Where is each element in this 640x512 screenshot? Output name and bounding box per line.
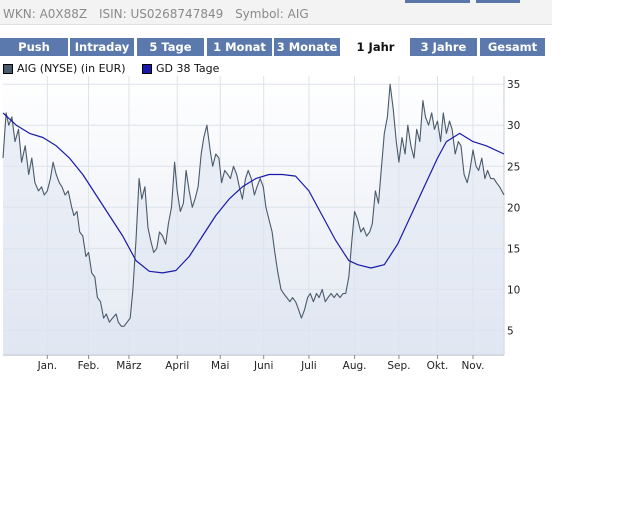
legend-swatch-aig bbox=[3, 63, 13, 74]
x-tick-label: März bbox=[116, 360, 142, 372]
x-tick-label: Okt. bbox=[427, 360, 449, 372]
y-tick-label: 5 bbox=[507, 325, 514, 337]
y-tick-label: 10 bbox=[507, 284, 520, 296]
x-tick-label: Juni bbox=[253, 360, 273, 372]
security-identifiers: WKN: A0X88Z ISIN: US0268747849 Symbol: A… bbox=[3, 7, 317, 21]
legend-label-aig: AIG (NYSE) (in EUR) bbox=[17, 62, 126, 75]
tab-gesamt[interactable]: Gesamt bbox=[480, 38, 545, 56]
legend-swatch-gd38 bbox=[142, 63, 152, 74]
x-tick-label: Feb. bbox=[78, 360, 100, 372]
x-tick-label: Aug. bbox=[343, 360, 367, 372]
partial-button[interactable] bbox=[476, 0, 520, 3]
tab-3-monate[interactable]: 3 Monate bbox=[274, 38, 340, 56]
y-tick-label: 35 bbox=[507, 79, 520, 91]
partial-button[interactable] bbox=[405, 0, 470, 3]
info-bar: WKN: A0X88Z ISIN: US0268747849 Symbol: A… bbox=[0, 0, 552, 25]
x-tick-label: Juli bbox=[300, 360, 317, 372]
x-tick-label: Nov. bbox=[461, 360, 484, 372]
x-tick-label: Sep. bbox=[387, 360, 410, 372]
symbol-label: Symbol: AIG bbox=[235, 7, 309, 21]
legend-item-gd38: GD 38 Tage bbox=[142, 62, 219, 75]
price-line bbox=[2, 83, 505, 327]
tab-3-jahre[interactable]: 3 Jahre bbox=[410, 38, 477, 56]
tab-push[interactable]: Push bbox=[0, 38, 68, 56]
legend-label-gd38: GD 38 Tage bbox=[156, 62, 220, 75]
tab-1-monat[interactable]: 1 Monat bbox=[207, 38, 272, 56]
moving-average-line bbox=[2, 112, 505, 274]
isin-label: ISIN: US0268747849 bbox=[98, 7, 224, 21]
y-tick-label: 25 bbox=[507, 161, 520, 173]
tab-intraday[interactable]: Intraday bbox=[70, 38, 134, 56]
x-tick-label: April bbox=[165, 360, 189, 372]
price-area-fill bbox=[3, 84, 504, 355]
wkn-label: WKN: A0X88Z bbox=[3, 7, 88, 21]
y-tick-label: 15 bbox=[507, 243, 520, 255]
price-chart: 5 10 15 20 25 30 35 Jan. Feb. März April Mai Juni Jul… bbox=[2, 76, 520, 372]
x-tick-label: Jan. bbox=[37, 360, 58, 372]
y-tick-label: 30 bbox=[507, 120, 520, 132]
y-tick-label: 20 bbox=[507, 202, 520, 214]
legend-item-aig: AIG (NYSE) (in EUR) bbox=[3, 62, 126, 75]
tab-5-tage[interactable]: 5 Tage bbox=[137, 38, 204, 56]
x-tick-label: Mai bbox=[211, 360, 229, 372]
tab-1-jahr[interactable]: 1 Jahr bbox=[343, 38, 408, 56]
